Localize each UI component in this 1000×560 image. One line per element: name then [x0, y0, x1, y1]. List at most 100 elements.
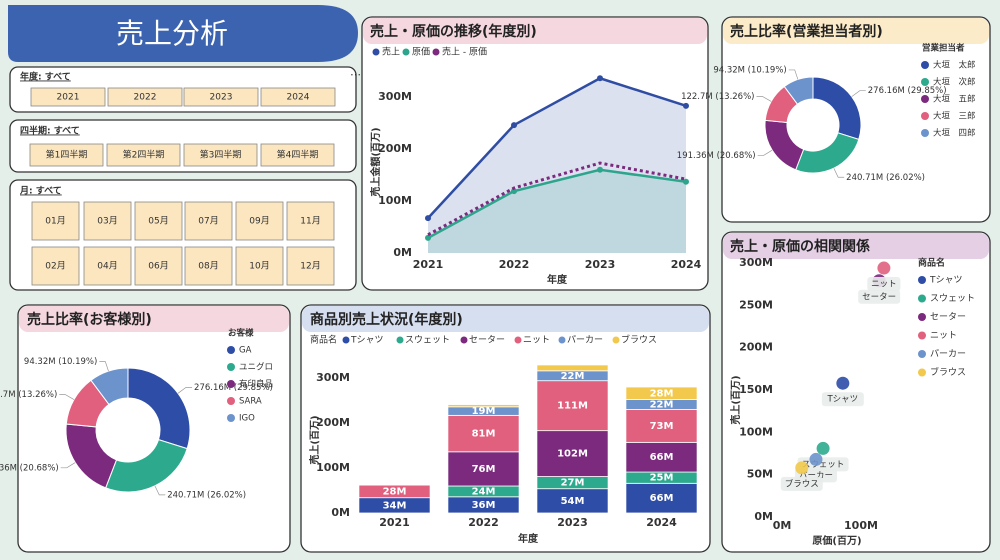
legend-marker [460, 336, 468, 344]
panel [17, 304, 291, 553]
data-label: 102M [557, 449, 588, 460]
slicer-button-label[interactable]: 第2四半期 [123, 149, 165, 161]
slicer-button-label[interactable]: 2021 [57, 93, 80, 103]
panel-title: 売上比率(お客様別) [27, 311, 152, 328]
data-label: 122.7M (13.26%) [681, 92, 754, 102]
slicer-button[interactable] [235, 246, 284, 286]
header-title: 売上分析 [116, 17, 228, 50]
data-label: 76M [472, 464, 496, 475]
slicer-button[interactable] [235, 201, 284, 241]
slicer-button[interactable] [83, 201, 132, 241]
slicer-button[interactable] [31, 201, 80, 241]
slicer-button-label[interactable]: 06月 [148, 261, 168, 272]
data-label: 36M [472, 500, 496, 511]
legend-label: セーター [469, 335, 505, 346]
y-tick-label: 200M [316, 416, 350, 429]
slicer-button-label[interactable]: 2022 [134, 93, 157, 103]
donut-slice [783, 76, 814, 105]
slicer-button[interactable] [30, 87, 106, 107]
data-point [511, 188, 517, 195]
slicer-button[interactable] [183, 143, 258, 167]
slicer-label: 四半期: すべて [20, 125, 80, 137]
slicer-button-label[interactable]: 第3四半期 [200, 149, 242, 161]
legend-marker [432, 48, 440, 56]
point-label-box [867, 277, 901, 292]
slicer-button[interactable] [260, 87, 336, 107]
slicer-button-label[interactable]: 10月 [249, 261, 269, 272]
slicer-button[interactable] [31, 246, 80, 286]
slicer-button[interactable] [286, 201, 335, 241]
slicer-button[interactable] [106, 143, 181, 167]
slicer-button[interactable] [286, 246, 335, 286]
y-tick-label: 0M [393, 246, 412, 259]
legend-label: パーカー [930, 349, 966, 360]
point-label: スウェット [802, 460, 845, 470]
y-axis-label: 売上金額(百万) [369, 127, 382, 196]
slicer-button[interactable] [29, 143, 104, 167]
leader-line [788, 69, 799, 80]
legend-label: スウェット [405, 335, 450, 346]
data-label: 22M [650, 400, 674, 411]
slicer-button[interactable] [107, 87, 183, 107]
slicer-button[interactable] [184, 201, 233, 241]
slicer-button[interactable] [134, 201, 183, 241]
x-axis-label: 原価(百万) [812, 534, 861, 547]
legend-marker [612, 336, 620, 344]
legend-title: 商品名 [310, 334, 337, 346]
data-label: 54M [561, 496, 585, 507]
slicer-button[interactable] [260, 143, 335, 167]
slicer-button-label[interactable]: 11月 [300, 216, 320, 227]
x-tick-label: 2023 [557, 516, 588, 529]
legend-marker [558, 336, 566, 344]
leader-line [833, 168, 845, 178]
x-tick-label: 2022 [499, 258, 530, 271]
slicer-button-label[interactable]: 2024 [287, 93, 310, 103]
panel-title: 商品別売上状況(年度別) [310, 311, 463, 328]
data-point [425, 215, 431, 222]
point-label-box [858, 289, 901, 304]
area [428, 169, 686, 253]
slicer-button-label[interactable]: 03月 [97, 216, 117, 227]
bar-segment [625, 386, 698, 401]
slicer-button-label[interactable]: 01月 [45, 216, 65, 227]
bar-segment [536, 380, 609, 432]
slicer-button-label[interactable]: 第1四半期 [46, 149, 88, 161]
title-band [723, 233, 989, 259]
slicer-button[interactable] [183, 87, 259, 107]
scatter-point [795, 461, 809, 475]
slicer-button-label[interactable]: 第4四半期 [277, 149, 319, 161]
scatter-point [877, 261, 891, 275]
legend-label: Tシャツ [350, 336, 384, 346]
series-line [427, 76, 687, 220]
y-tick-label: 100M [739, 425, 773, 438]
y-tick-label: 200M [378, 142, 412, 155]
legend-marker [918, 313, 926, 321]
x-tick-label: 2023 [585, 258, 616, 271]
point-label-box [780, 476, 823, 491]
slicer-button-label[interactable]: 12月 [300, 261, 320, 272]
legend-label: ブラウス [621, 334, 657, 346]
slicer-button-label[interactable]: 09月 [249, 216, 269, 227]
legend-marker [921, 112, 929, 120]
slicer-button-label[interactable]: 08月 [198, 261, 218, 272]
legend-marker [921, 95, 929, 103]
leader-line [60, 462, 76, 469]
data-label: 24M [472, 486, 496, 497]
data-point [683, 178, 689, 185]
donut-slice [90, 367, 129, 406]
more-icon[interactable]: ⋯ [350, 68, 361, 81]
title-band [302, 306, 709, 332]
slicer-button[interactable] [134, 246, 183, 286]
legend-marker [227, 397, 235, 405]
data-label: 111M [557, 401, 588, 412]
slicer-button-label[interactable]: 05月 [148, 216, 168, 227]
title-band [723, 18, 989, 44]
slicer-button[interactable] [184, 246, 233, 286]
leader-line [59, 394, 75, 400]
slicer-button-label[interactable]: 07月 [198, 216, 218, 227]
slicer-button[interactable] [83, 246, 132, 286]
slicer-button-label[interactable]: 2023 [210, 93, 233, 103]
point-label: ニット [871, 280, 897, 290]
slicer-button-label[interactable]: 04月 [97, 261, 117, 272]
slicer-button-label[interactable]: 02月 [45, 261, 65, 272]
